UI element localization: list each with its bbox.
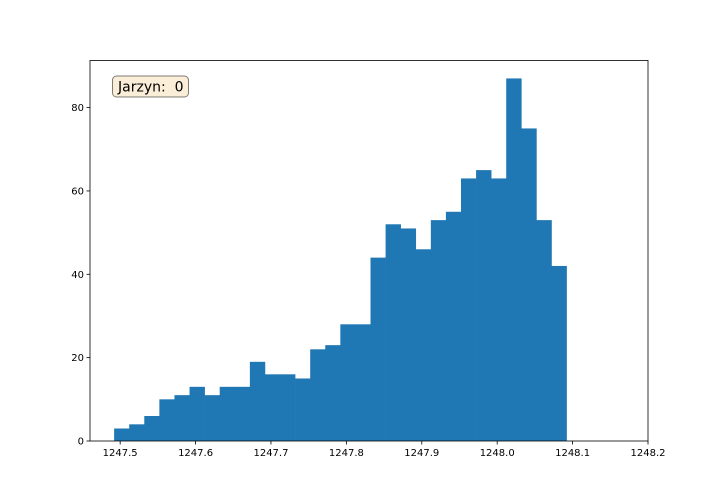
histogram-bar (159, 399, 175, 441)
y-axis-ticks: 0 20 40 60 80 (71, 103, 90, 448)
y-tick-label: 40 (71, 270, 84, 281)
plot-frame (89, 60, 649, 442)
histogram-bar (506, 78, 522, 441)
y-tick-label: 80 (71, 103, 84, 114)
x-tick-label: 1247.7 (253, 448, 288, 459)
histogram-bar (355, 324, 371, 441)
annotation-background (112, 75, 189, 98)
histogram-bar (476, 170, 492, 441)
histogram-bar (491, 178, 507, 441)
histogram-bar (310, 349, 326, 441)
histogram-bar (189, 386, 205, 441)
histogram-bar (340, 324, 356, 441)
x-axis-ticks: 1247.5 1247.6 1247.7 1247.8 1247.9 1248.0 1248… (103, 441, 666, 459)
x-tick-label: 1247.5 (103, 448, 138, 459)
histogram-bar (521, 128, 537, 441)
x-tick-label: 1247.6 (178, 448, 213, 459)
y-tick-label: 20 (71, 353, 84, 364)
histogram-bar (430, 220, 447, 441)
histogram-bar (174, 395, 190, 441)
x-tick-label: 1248.0 (480, 448, 515, 459)
histogram-bar (264, 374, 281, 441)
annotation-text: Jarzyn: 0 (117, 80, 184, 96)
y-tick-label: 60 (71, 186, 84, 197)
bars-group (114, 78, 567, 441)
histogram-bar (460, 178, 477, 441)
histogram-bar (400, 228, 417, 441)
histogram-bar (445, 211, 462, 441)
histogram-bar (536, 220, 552, 441)
histogram-bar (219, 386, 236, 441)
histogram-bar (280, 374, 296, 441)
histogram-bar (144, 415, 160, 441)
histogram-bar (129, 424, 145, 441)
y-tick-label: 0 (78, 437, 84, 448)
histogram-bar (295, 378, 311, 441)
annotation-box: Jarzyn: 0 (112, 75, 189, 98)
histogram-bar (249, 361, 266, 441)
histogram-bar (234, 386, 251, 441)
histogram-bar (325, 345, 341, 441)
x-tick-label: 1247.9 (404, 448, 439, 459)
x-tick-label: 1248.1 (555, 448, 590, 459)
histogram-bar (370, 257, 386, 441)
histogram-bar (204, 395, 220, 441)
histogram-bar (415, 249, 432, 441)
x-tick-label: 1248.2 (631, 448, 666, 459)
histogram-bar (385, 224, 401, 441)
x-tick-label: 1247.8 (329, 448, 364, 459)
histogram-bar (114, 428, 130, 441)
histogram-bar (551, 265, 567, 441)
